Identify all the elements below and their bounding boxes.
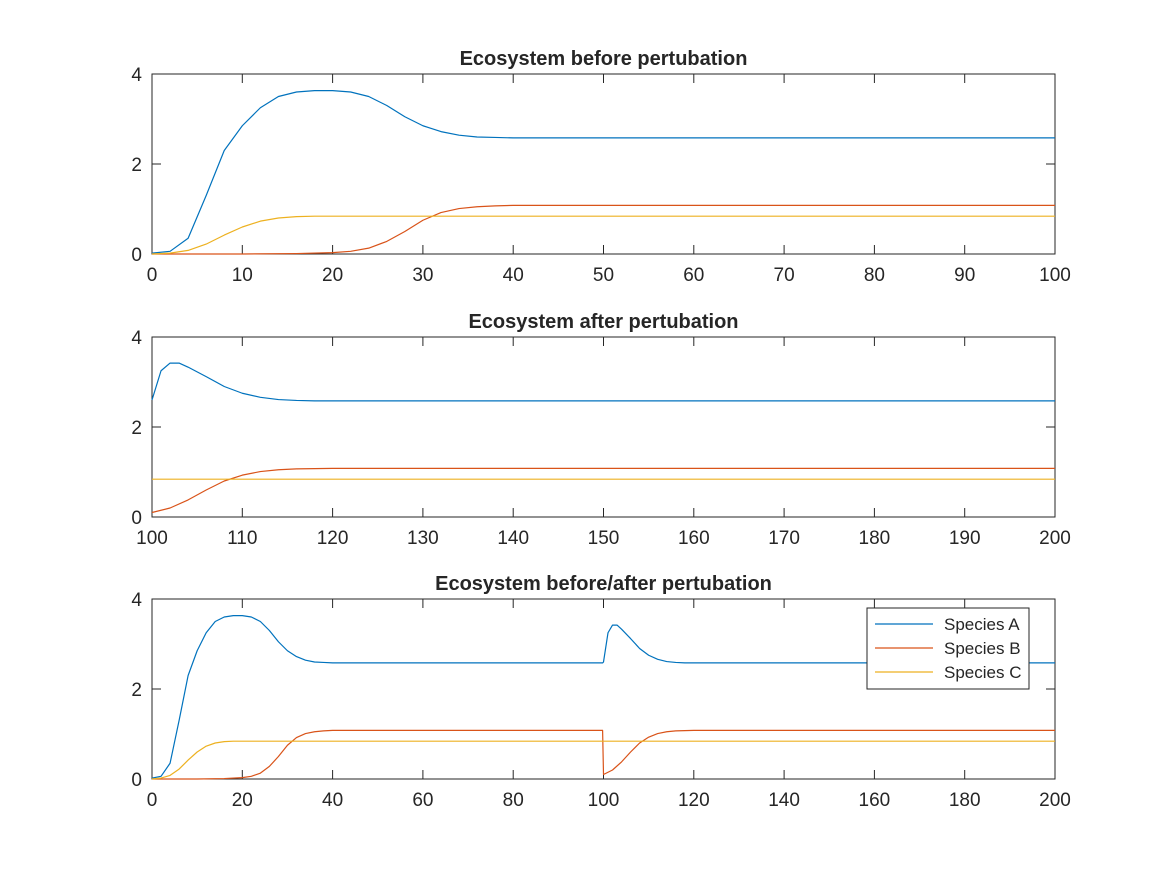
x-tick-label: 140 (768, 790, 800, 811)
x-tick-label: 120 (317, 528, 349, 549)
x-tick-label: 180 (949, 790, 981, 811)
y-tick-label: 2 (131, 155, 142, 176)
x-tick-label: 90 (954, 265, 975, 286)
x-tick-label: 0 (147, 265, 158, 286)
x-tick-label: 190 (949, 528, 981, 549)
chart-title: Ecosystem before/after pertubation (435, 573, 772, 595)
x-tick-label: 180 (859, 528, 891, 549)
x-tick-label: 10 (232, 265, 253, 286)
y-tick-label: 4 (131, 590, 142, 611)
legend-label: Species C (944, 663, 1021, 682)
axes-box (151, 73, 1056, 255)
y-tick-label: 0 (131, 508, 142, 529)
x-tick-label: 100 (136, 528, 168, 549)
legend: Species A Species B Species C (866, 607, 1030, 690)
y-tick-label: 4 (131, 65, 142, 86)
x-tick-label: 0 (147, 790, 158, 811)
x-tick-label: 200 (1039, 528, 1071, 549)
x-tick-label: 170 (768, 528, 800, 549)
x-tick-label: 150 (588, 528, 620, 549)
x-tick-label: 20 (322, 265, 343, 286)
x-tick-label: 200 (1039, 790, 1071, 811)
x-tick-label: 100 (588, 790, 620, 811)
x-tick-label: 140 (497, 528, 529, 549)
x-tick-label: 40 (503, 265, 524, 286)
subplot-1: 0 10 20 30 40 50 60 70 80 90 100 0 2 4 Ecosystem befor… (131, 48, 1070, 286)
x-tick-label: 60 (412, 790, 433, 811)
series-line-species-b (152, 729, 1055, 780)
x-tick-label: 80 (864, 265, 885, 286)
subplot-3: 0 20 40 60 80 100 120 140 160 180 200 0 2 4 Ecosystem … (131, 573, 1070, 811)
x-tick-label: 100 (1039, 265, 1071, 286)
x-tick-label: 110 (227, 528, 257, 549)
x-tick-label: 160 (678, 528, 710, 549)
series-line-species-c (151, 740, 1055, 780)
x-tick-label: 20 (232, 790, 253, 811)
x-tick-label: 70 (774, 265, 795, 286)
series-line-species-a (151, 362, 1055, 402)
y-tick-label: 4 (131, 328, 142, 349)
series-line-species-a (151, 615, 1055, 779)
legend-label: Species A (944, 615, 1020, 634)
series-line-species-c (151, 215, 1055, 255)
x-tick-label: 160 (859, 790, 891, 811)
x-tick-label: 130 (407, 528, 439, 549)
chart-title: Ecosystem after pertubation (468, 311, 738, 333)
x-tick-label: 50 (593, 265, 614, 286)
x-tick-label: 30 (412, 265, 433, 286)
chart-title: Ecosystem before pertubation (460, 48, 748, 70)
y-tick-label: 2 (131, 418, 142, 439)
y-tick-label: 0 (131, 770, 142, 791)
x-tick-label: 40 (322, 790, 343, 811)
subplot-2: 100 110 120 130 140 150 160 170 180 190 200 0 2 4 Ecos… (131, 311, 1070, 549)
series-line-species-b (152, 204, 1055, 255)
x-tick-label: 80 (503, 790, 524, 811)
legend-label: Species B (944, 639, 1021, 658)
axes-box (151, 336, 1056, 518)
x-tick-label: 60 (683, 265, 704, 286)
series-line-species-b (151, 467, 1055, 514)
y-tick-label: 0 (131, 245, 142, 266)
y-tick-label: 2 (131, 680, 142, 701)
x-tick-label: 120 (678, 790, 710, 811)
series-line-species-a (151, 90, 1055, 254)
